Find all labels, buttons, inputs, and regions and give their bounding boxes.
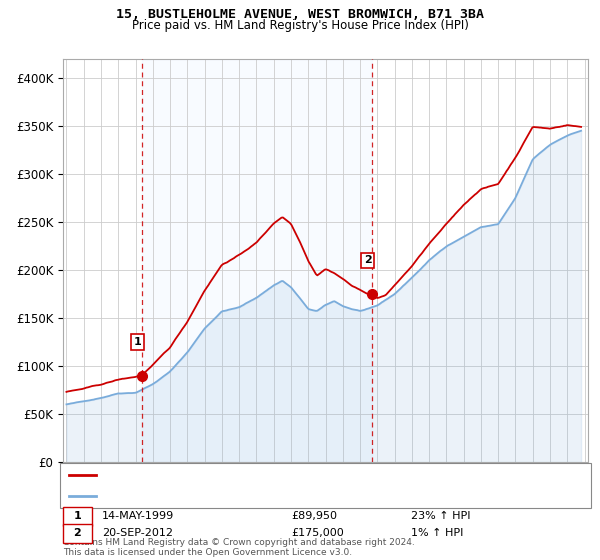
Text: 1: 1 [133, 337, 141, 347]
Text: 23% ↑ HPI: 23% ↑ HPI [411, 511, 470, 521]
Text: HPI: Average price, detached house, Sandwell: HPI: Average price, detached house, Sand… [102, 491, 342, 501]
Text: 1% ↑ HPI: 1% ↑ HPI [411, 528, 463, 538]
Text: Price paid vs. HM Land Registry's House Price Index (HPI): Price paid vs. HM Land Registry's House … [131, 19, 469, 32]
Text: £175,000: £175,000 [291, 528, 344, 538]
Bar [142, 59, 373, 462]
Text: Contains HM Land Registry data © Crown copyright and database right 2024.
This d: Contains HM Land Registry data © Crown c… [63, 538, 415, 557]
Text: 20-SEP-2012: 20-SEP-2012 [102, 528, 173, 538]
Text: 14-MAY-1999: 14-MAY-1999 [102, 511, 174, 521]
Text: 2: 2 [74, 528, 81, 538]
Text: 15, BUSTLEHOLME AVENUE, WEST BROMWICH, B71 3BA (detached house): 15, BUSTLEHOLME AVENUE, WEST BROMWICH, B… [102, 470, 489, 480]
Text: £89,950: £89,950 [291, 511, 337, 521]
Text: 2: 2 [364, 255, 371, 265]
Text: 1: 1 [74, 511, 81, 521]
Text: 15, BUSTLEHOLME AVENUE, WEST BROMWICH, B71 3BA: 15, BUSTLEHOLME AVENUE, WEST BROMWICH, B… [116, 8, 484, 21]
